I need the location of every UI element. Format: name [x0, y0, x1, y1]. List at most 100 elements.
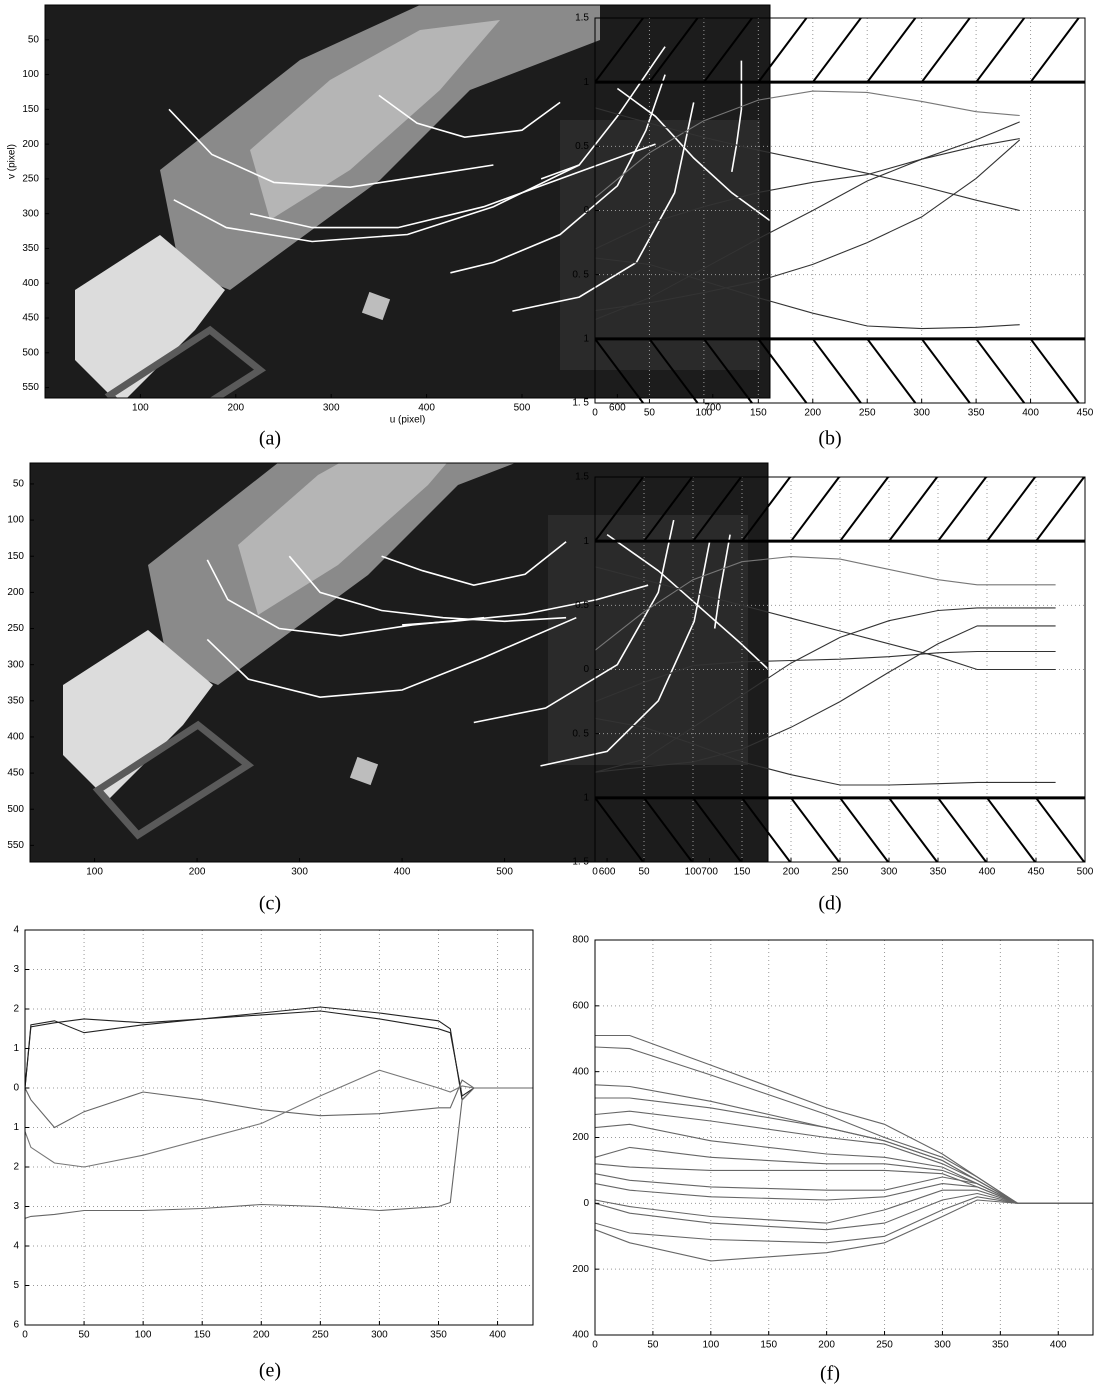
y-tick-label: 3 [13, 964, 19, 975]
x-tick-label: 0 [592, 408, 598, 419]
x-tick-label: 400 [1050, 1340, 1067, 1351]
trajectory [540, 46, 666, 180]
axes-frame [29, 462, 769, 863]
trajectory [168, 108, 494, 189]
y-tick-label: 0 [583, 664, 589, 675]
x-tick-label: 700 [704, 403, 721, 414]
x-tick-label: 0 [592, 867, 598, 878]
hatch [643, 477, 693, 542]
y-tick-label: 150 [22, 104, 39, 115]
line [595, 650, 1056, 703]
y-tick-label: 400 [7, 732, 24, 743]
x-tick-label: 400 [1022, 408, 1039, 419]
line [595, 1110, 1093, 1204]
plot-area [595, 477, 1085, 862]
y-tick-label: 1 [583, 77, 589, 88]
x-tick-label: 100 [86, 867, 103, 878]
line [595, 90, 1020, 199]
y-tick-label: 1.5 [575, 13, 589, 24]
y-tick-label: 200 [572, 1132, 589, 1143]
hatch [866, 18, 917, 83]
y-tick-label: 200 [572, 1264, 589, 1275]
line [595, 1183, 1093, 1204]
line [595, 1196, 1093, 1244]
x-tick-label: 300 [881, 867, 898, 878]
photo-a [45, 5, 770, 398]
x-tick-label: 150 [760, 1340, 777, 1351]
trajectory [402, 584, 649, 626]
x-tick-label: 200 [227, 403, 244, 414]
hatch [648, 338, 699, 403]
x-tick-label: 600 [609, 403, 626, 414]
y-tick-label: 300 [22, 208, 39, 219]
line [595, 1189, 1093, 1224]
y-tick-label: 0 [583, 1198, 589, 1209]
trajectory [473, 519, 675, 724]
y-tick-label: 1 [583, 333, 589, 344]
trajectory [540, 541, 711, 767]
x-tick-label: 300 [913, 408, 930, 419]
y-tick-label: 100 [22, 69, 39, 80]
hatch [692, 797, 742, 862]
hatch [703, 338, 753, 403]
y-tick-label: 6 [13, 1320, 19, 1331]
x-tick-label: 250 [832, 867, 849, 878]
y-tick-label: 1. 5 [572, 857, 589, 868]
hatch [866, 338, 917, 403]
hatch [1084, 338, 1085, 341]
hatch [937, 477, 987, 542]
x-tick-label: 300 [934, 1340, 951, 1351]
x-tick-label: 500 [514, 403, 531, 414]
hatch [937, 797, 987, 862]
y-tick-label: 550 [22, 382, 39, 393]
y-tick-label: 1 [13, 1043, 19, 1054]
y-tick-label: 50 [28, 34, 40, 45]
y-tick-label: 150 [7, 551, 24, 562]
y-tick-label: 5 [13, 1280, 19, 1291]
x-tick-label: 100 [132, 403, 149, 414]
line [595, 1173, 1093, 1204]
line [595, 1192, 1093, 1231]
x-tick-label: 500 [1077, 867, 1094, 878]
x-tick-label: 200 [253, 1330, 270, 1341]
x-tick-label: 100 [685, 867, 702, 878]
trajectory [381, 541, 567, 587]
trajectory [173, 164, 580, 243]
y-tick-label: 4 [13, 1241, 19, 1252]
line [25, 1069, 533, 1168]
hatch [920, 338, 971, 403]
plot-area [595, 940, 1093, 1335]
x-tick-label: 200 [783, 867, 800, 878]
x-tick-label: 350 [968, 408, 985, 419]
y-tick-label: 450 [22, 313, 39, 324]
axes-frame [44, 4, 771, 399]
y-tick-label: 500 [22, 347, 39, 358]
caption: (d) [818, 893, 841, 915]
x-tick-label: 50 [638, 867, 650, 878]
hatch [920, 18, 971, 83]
x-tick-label: 350 [430, 1330, 447, 1341]
hatch [648, 18, 699, 83]
x-tick-label: 50 [79, 1330, 91, 1341]
x-tick-label: 50 [644, 408, 656, 419]
x-tick-label: 250 [876, 1340, 893, 1351]
y-tick-label: 1 [13, 1122, 19, 1133]
x-tick-label: 250 [312, 1330, 329, 1341]
caption: (f) [820, 1363, 840, 1385]
x-tick-label: 300 [323, 403, 340, 414]
line [595, 556, 1056, 651]
line [595, 121, 1020, 250]
trajectory [616, 87, 770, 222]
y-tick-label: 250 [7, 623, 24, 634]
hatch [643, 797, 693, 862]
hatch [811, 338, 862, 403]
trajectory [713, 534, 731, 629]
y-tick-label: 550 [7, 840, 24, 851]
hatch [1084, 539, 1085, 542]
hatch [692, 477, 742, 542]
y-tick-label: 450 [7, 768, 24, 779]
line [595, 107, 1020, 212]
y-tick-label: 3 [13, 1201, 19, 1212]
